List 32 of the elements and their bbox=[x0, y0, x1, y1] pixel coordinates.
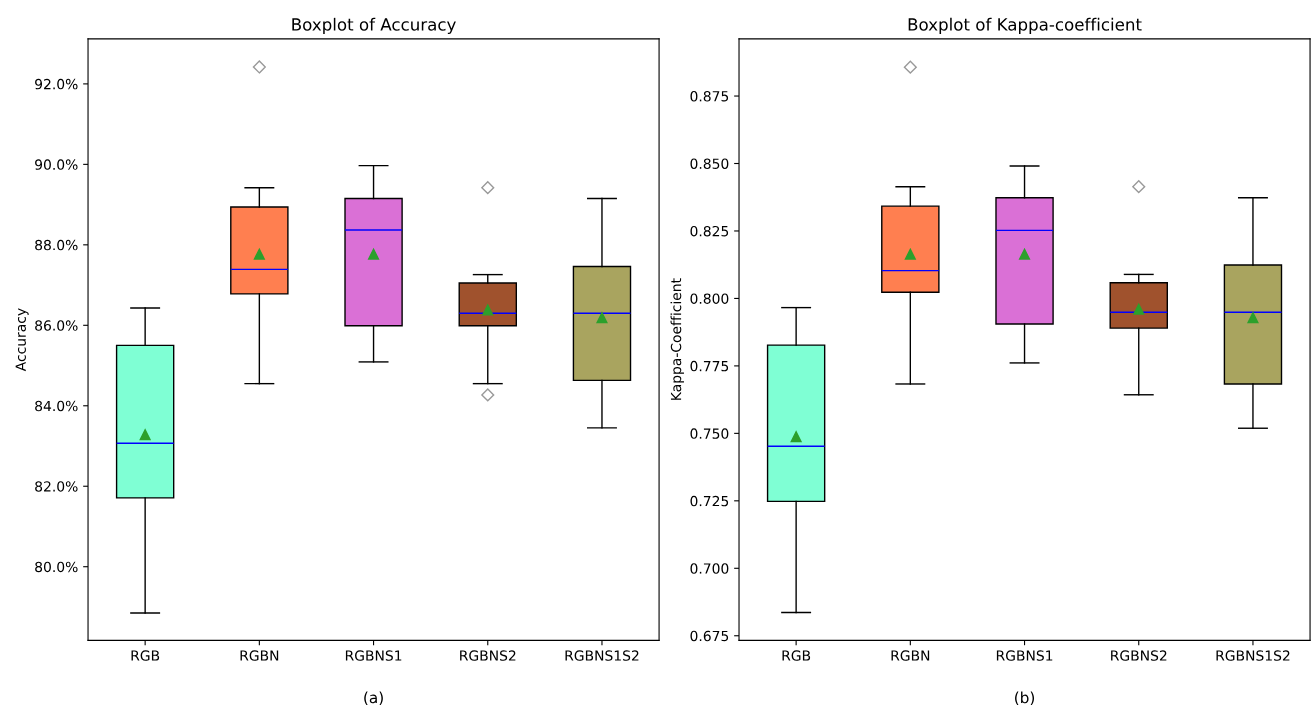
x-tick-label: RGBNS1S2 bbox=[1216, 650, 1290, 661]
y-tick-label: 88.0% bbox=[35, 239, 78, 251]
y-tick-label: 82.0% bbox=[35, 481, 78, 492]
text: (a) bbox=[364, 691, 383, 706]
x-tick-label: RGB bbox=[782, 650, 811, 661]
y-axis-title: Kappa-Coefficient bbox=[670, 278, 684, 400]
y-tick-label: 86.0% bbox=[35, 320, 78, 331]
x-tick-label: RGBNS2 bbox=[1111, 650, 1167, 661]
chart-title: Boxplot of Accuracy bbox=[292, 17, 456, 34]
y-tick-label: 0.825 bbox=[690, 225, 729, 237]
y-tick-label: 0.775 bbox=[690, 360, 729, 372]
y-axis-title: Accuracy bbox=[15, 308, 29, 372]
y-tick-label: 80.0% bbox=[35, 561, 78, 573]
x-tick-label: RGBNS1 bbox=[996, 650, 1053, 661]
x-tick-label: RGBNS2 bbox=[460, 650, 516, 661]
text: (b) bbox=[1015, 691, 1035, 706]
y-tick-label: 0.675 bbox=[690, 630, 729, 642]
chart-title: Boxplot of Kappa-coefficient bbox=[908, 17, 1142, 34]
x-tick-label: RGBNS1 bbox=[345, 650, 402, 661]
x-tick-label: RGB bbox=[131, 650, 160, 661]
x-tick-label: RGBN bbox=[891, 650, 930, 661]
y-tick-label: 92.0% bbox=[35, 78, 78, 90]
y-tick-label: 0.725 bbox=[690, 495, 729, 507]
y-tick-label: 0.700 bbox=[690, 563, 729, 574]
y-tick-label: 0.850 bbox=[690, 158, 729, 169]
x-tick-label: RGBN bbox=[240, 650, 279, 661]
y-tick-label: 0.875 bbox=[690, 91, 729, 102]
y-tick-label: 84.0% bbox=[35, 400, 78, 412]
y-tick-label: 90.0% bbox=[35, 159, 78, 170]
x-tick-label: RGBNS1S2 bbox=[565, 650, 639, 661]
y-tick-label: 0.800 bbox=[690, 293, 729, 304]
y-tick-label: 0.750 bbox=[690, 428, 729, 439]
